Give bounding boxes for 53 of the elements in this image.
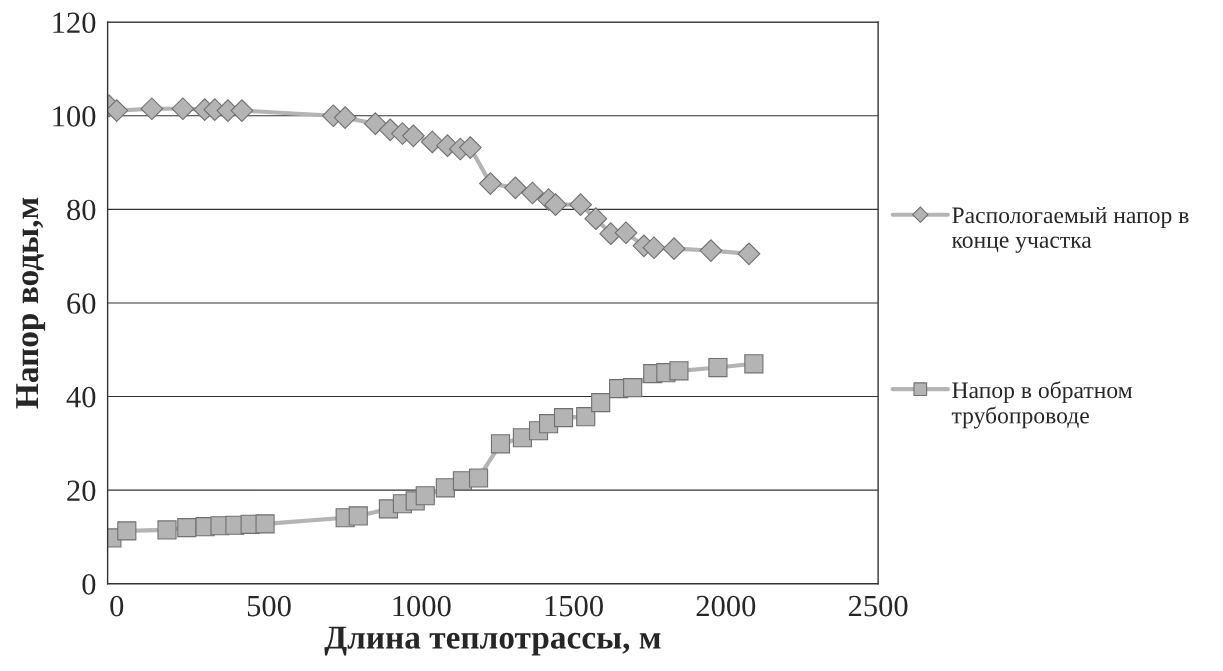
point <box>157 520 177 540</box>
point <box>420 130 444 154</box>
point <box>623 378 643 398</box>
x-tick-label: 1500 <box>545 595 603 617</box>
x-axis-title: Длина теплотрассы, м <box>324 626 661 656</box>
point <box>140 97 164 121</box>
point <box>333 106 357 129</box>
point <box>642 236 666 260</box>
y-tick-label: 120 <box>53 12 96 34</box>
x-tick-label: 500 <box>247 595 291 617</box>
y-tick-label: 20 <box>67 480 96 502</box>
point <box>708 357 728 378</box>
point <box>171 97 195 121</box>
y-tick-label: 100 <box>53 106 96 127</box>
point <box>363 112 387 136</box>
point <box>669 361 689 381</box>
point <box>576 407 596 427</box>
point <box>177 518 197 538</box>
y-tick-label: 40 <box>66 386 96 408</box>
point <box>415 486 435 506</box>
legend-label: Распологаемый напор в конце участка <box>951 206 1189 253</box>
point <box>458 136 482 159</box>
point <box>504 176 527 200</box>
x-tick-label: 2000 <box>696 595 756 617</box>
point <box>591 393 611 413</box>
y-tick-label: 60 <box>67 293 96 314</box>
point <box>479 172 502 195</box>
x-tick-label: 2500 <box>848 595 908 617</box>
point <box>490 434 511 454</box>
point <box>553 408 574 428</box>
point <box>348 506 368 526</box>
point <box>402 124 425 148</box>
point <box>107 99 129 122</box>
point <box>699 239 723 262</box>
y-tick-label: 80 <box>67 199 96 221</box>
point <box>662 237 686 261</box>
point <box>117 521 137 541</box>
point <box>584 207 608 231</box>
point <box>544 193 567 217</box>
point <box>744 354 764 374</box>
point <box>614 221 638 245</box>
legend-label: Напор в обратном трубопроводе <box>951 381 1133 429</box>
x-tick-label: 0 <box>110 595 124 617</box>
x-tick-label: 1000 <box>393 595 451 617</box>
point <box>255 514 275 534</box>
y-tick-label: 0 <box>82 574 96 595</box>
point <box>435 478 455 498</box>
point <box>521 181 544 205</box>
point <box>569 193 592 217</box>
point <box>737 242 761 266</box>
point <box>468 468 489 488</box>
y-axis-title: Напор воды,м <box>16 197 46 409</box>
point <box>230 99 254 122</box>
